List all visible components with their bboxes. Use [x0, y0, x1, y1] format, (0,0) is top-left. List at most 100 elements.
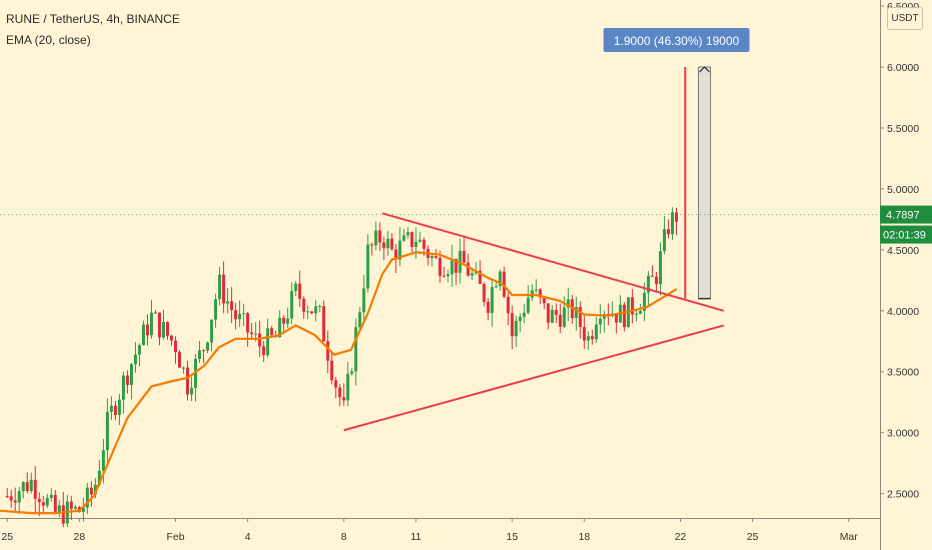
candle-body [57, 505, 61, 512]
candle-body [410, 232, 414, 247]
candle-body [546, 303, 550, 323]
candle-body [514, 320, 518, 337]
price-tick-label: 6.0000 [887, 62, 919, 74]
candle-body [498, 271, 502, 287]
candle-body [41, 502, 45, 506]
candle-body [482, 283, 486, 302]
candle-body [105, 411, 109, 451]
candle-body [314, 306, 318, 314]
candle-body [310, 311, 314, 314]
candle-body [133, 354, 137, 365]
candle-body [658, 251, 662, 285]
candle-body [562, 307, 566, 327]
candle-body [73, 506, 77, 509]
candle-body [522, 312, 526, 317]
measure-arrow-icon [699, 66, 710, 73]
candle-body [374, 230, 378, 246]
candle-body [97, 470, 101, 485]
ema-line [0, 251, 678, 515]
indicator-label[interactable]: EMA (20, close) [6, 33, 91, 47]
candle-body [93, 484, 97, 495]
candle-body [666, 229, 670, 235]
candle-body [382, 242, 386, 249]
candle-body [454, 258, 458, 273]
symbol-title[interactable]: RUNE / TetherUS, 4h, BINANCE [6, 12, 180, 26]
candle-body [226, 301, 230, 304]
candle-body [45, 497, 49, 506]
candle-body [342, 397, 346, 401]
countdown-label: 02:01:39 [883, 230, 926, 242]
measure-label-box [603, 28, 750, 53]
candle-body [222, 274, 226, 304]
candle-body [262, 346, 266, 356]
candle-body [113, 405, 117, 415]
candle-body [414, 241, 418, 247]
candle-body [378, 230, 382, 243]
last-price-label: 4.7897 [886, 210, 920, 222]
candle-body [109, 405, 113, 412]
candle-body [29, 479, 33, 491]
candle-body [238, 313, 242, 320]
candle-body [550, 309, 554, 323]
candle-body [554, 309, 558, 315]
candle-body [438, 257, 442, 276]
time-tick-label: 25 [747, 531, 759, 543]
candle-body [646, 275, 650, 293]
candle-body [586, 336, 590, 341]
candle-body [290, 290, 294, 319]
candle-body [198, 350, 202, 359]
candles-group [5, 207, 678, 528]
candle-body [194, 358, 198, 388]
candle-body [25, 482, 29, 491]
candle-body [218, 274, 222, 300]
candle-body [466, 262, 470, 276]
candle-body [137, 345, 141, 355]
candle-body [470, 273, 474, 276]
time-tick-label: 11 [411, 531, 422, 543]
candle-body [354, 327, 358, 372]
candle-body [145, 324, 149, 336]
candle-body [634, 313, 638, 315]
candle-body [53, 494, 57, 512]
candle-body [510, 313, 514, 337]
candle-body [398, 240, 402, 260]
candle-body [334, 380, 338, 388]
candle-body [582, 327, 586, 341]
candle-body [566, 299, 570, 308]
candle-body [446, 274, 450, 277]
candle-body [418, 239, 422, 242]
time-tick-label: Feb [166, 531, 184, 543]
candle-body [390, 238, 394, 250]
currency-button[interactable]: USDT [887, 7, 923, 30]
candle-body [157, 312, 161, 338]
candle-body [622, 304, 626, 328]
candle-body [161, 322, 165, 338]
candle-body [298, 283, 302, 299]
candle-body [141, 324, 145, 346]
candle-body [101, 450, 105, 471]
time-tick-label: 25 [1, 531, 13, 543]
candle-body [206, 342, 210, 351]
price-tick-label: 3.0000 [887, 428, 919, 440]
candle-body [594, 324, 598, 340]
time-tick-label: 18 [578, 531, 590, 543]
candle-body [33, 479, 37, 499]
candle-body [422, 239, 426, 249]
time-tick-label: Mar [840, 531, 859, 543]
candle-body [170, 335, 174, 341]
price-tick-label: 3.5000 [887, 367, 919, 379]
candle-body [662, 229, 666, 252]
candle-body [37, 498, 41, 503]
candle-body [674, 212, 678, 222]
candle-body [542, 297, 546, 304]
candle-body [85, 487, 89, 508]
candle-body [210, 319, 214, 343]
candle-body [182, 367, 186, 369]
candle-body [89, 487, 93, 495]
candle-body [153, 312, 157, 314]
candle-body [254, 333, 258, 335]
candle-body [462, 250, 466, 263]
time-tick-label: 4 [245, 531, 251, 543]
time-tick-label: 28 [74, 531, 86, 543]
